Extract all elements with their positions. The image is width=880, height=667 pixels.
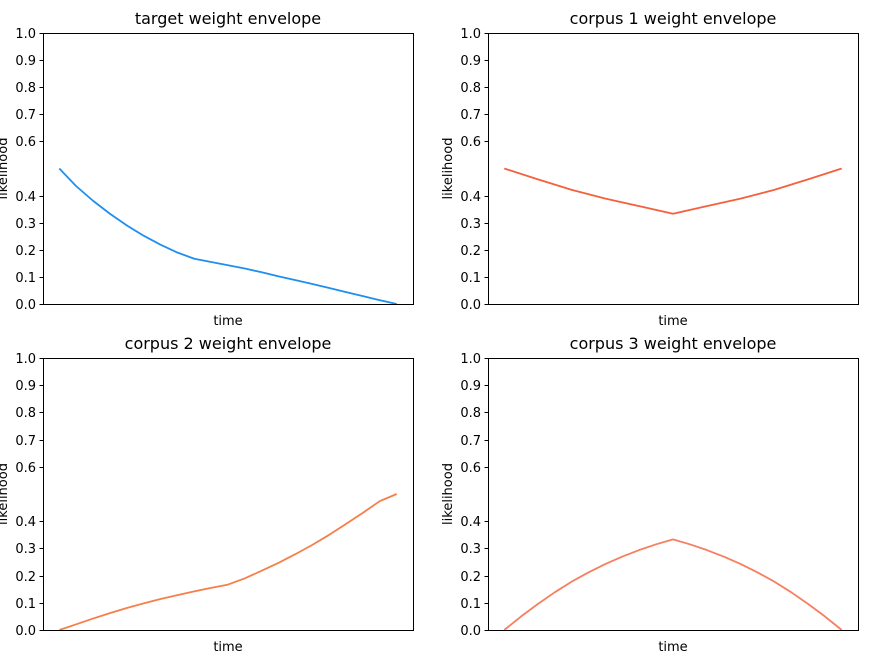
x-axis-label: time xyxy=(658,640,687,655)
y-axis-label: likelihood xyxy=(441,138,456,200)
y-tick-label: 0.1 xyxy=(460,271,481,286)
y-tick-label: 0.0 xyxy=(460,624,481,639)
y-tick-label: 0.2 xyxy=(15,570,36,585)
y-tick-label: 0.2 xyxy=(460,244,481,259)
y-tick-label: 0.9 xyxy=(15,379,36,394)
y-tick-label: 0.0 xyxy=(460,298,481,313)
chart-title: target weight envelope xyxy=(135,9,321,28)
y-tick-label: 0.7 xyxy=(460,434,481,449)
y-tick-label: 0.3 xyxy=(460,542,481,557)
y-tick-label: 0.3 xyxy=(15,542,36,557)
y-tick-label: 0.4 xyxy=(15,190,36,205)
plot-frame xyxy=(488,33,859,305)
y-tick-label: 1.0 xyxy=(460,352,481,367)
y-tick-label: 0.7 xyxy=(460,108,481,123)
y-tick-label: 0.0 xyxy=(15,624,36,639)
chart-panel-3: 0.0 0.1 0.2 0.3 0.4 0.6 0.7 0.8 0.9 1.0 corpus 2 w… xyxy=(0,334,414,655)
y-tick-label: 0.4 xyxy=(460,515,481,530)
y-tick-label: 0.8 xyxy=(15,406,36,421)
y-tick-label: 0.9 xyxy=(15,54,36,69)
y-axis-label: likelihood xyxy=(441,463,456,525)
chart-title: corpus 3 weight envelope xyxy=(570,334,777,353)
chart-title: corpus 1 weight envelope xyxy=(570,9,777,28)
y-tick-label: 0.4 xyxy=(460,190,481,205)
y-axis-label: likelihood xyxy=(0,138,11,200)
chart-title: corpus 2 weight envelope xyxy=(125,334,332,353)
y-tick-label: 1.0 xyxy=(15,27,36,42)
y-tick-label: 0.7 xyxy=(15,108,36,123)
series-line-1 xyxy=(503,538,843,631)
chart-panel-2: 0.0 0.1 0.2 0.3 0.4 0.6 0.7 0.8 0.9 1.0 corpus 1 w… xyxy=(441,9,859,329)
y-tick-label: 0.6 xyxy=(15,135,36,150)
y-tick-label: 0.7 xyxy=(15,434,36,449)
series-line-1 xyxy=(58,167,397,305)
y-tick-label: 0.4 xyxy=(15,515,36,530)
y-axis-label: likelihood xyxy=(0,463,11,525)
y-tick-label: 0.3 xyxy=(460,217,481,232)
plot-frame xyxy=(43,358,414,631)
y-tick-label: 0.9 xyxy=(460,379,481,394)
y-tick-label: 1.0 xyxy=(460,27,481,42)
y-tick-label: 0.9 xyxy=(460,54,481,69)
y-tick-label: 0.8 xyxy=(460,81,481,96)
x-axis-label: time xyxy=(213,314,242,329)
x-axis-label: time xyxy=(658,314,687,329)
y-tick-label: 0.1 xyxy=(460,597,481,612)
y-tick-label: 0.1 xyxy=(15,597,36,612)
series-line-1 xyxy=(504,167,842,215)
y-tick-label: 0.6 xyxy=(15,461,36,476)
y-tick-label: 1.0 xyxy=(15,352,36,367)
chart-panel-1: 0.0 0.1 0.2 0.3 0.4 0.6 0.7 0.8 0.9 1.0 target wei… xyxy=(0,9,414,329)
plot-frame xyxy=(488,358,859,631)
y-tick-label: 0.8 xyxy=(460,406,481,421)
y-tick-label: 0.6 xyxy=(460,135,481,150)
y-tick-label: 0.0 xyxy=(15,298,36,313)
y-tick-label: 0.1 xyxy=(15,271,36,286)
series-line-1 xyxy=(58,493,398,631)
chart-panel-4: 0.0 0.1 0.2 0.3 0.4 0.6 0.7 0.8 0.9 1.0 corpus 3 w… xyxy=(441,334,859,655)
y-tick-label: 0.8 xyxy=(15,81,36,96)
y-tick-label: 0.6 xyxy=(460,461,481,476)
y-tick-label: 0.3 xyxy=(15,217,36,232)
y-tick-label: 0.2 xyxy=(15,244,36,259)
y-tick-label: 0.2 xyxy=(460,570,481,585)
plot-frame xyxy=(43,33,414,305)
x-axis-label: time xyxy=(213,640,242,655)
